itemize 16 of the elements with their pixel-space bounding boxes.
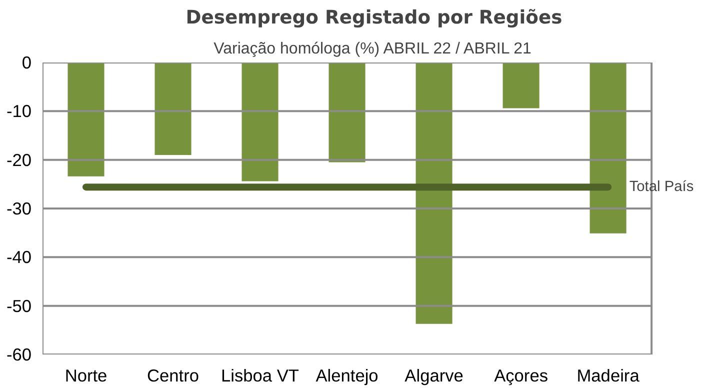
y-tick-label: -30: [6, 198, 32, 218]
y-tick-label: 0: [22, 52, 32, 72]
x-tick-label: Centro: [147, 366, 200, 386]
x-tick-label: Norte: [64, 366, 108, 386]
x-tick-label: Alentejo: [316, 366, 378, 386]
y-tick-label: -10: [6, 101, 32, 122]
y-tick-label: -50: [6, 296, 32, 316]
chart-title: Desemprego Registado por Regiões: [186, 8, 562, 28]
chart-subtitle: Variação homóloga (%) ABRIL 22 / ABRIL 21: [214, 40, 532, 58]
x-tick-label: Lisboa VT: [221, 366, 300, 386]
y-tick-label: -20: [6, 150, 32, 170]
x-tick-label: Madeira: [576, 366, 640, 386]
x-tick-label: Algarve: [404, 366, 464, 386]
y-tick-label: -60: [6, 344, 32, 364]
y-tick-label: -40: [6, 247, 32, 268]
x-tick-label: Açores: [494, 366, 548, 386]
